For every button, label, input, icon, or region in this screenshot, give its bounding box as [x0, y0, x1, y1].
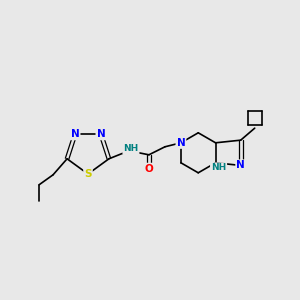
Text: N: N	[97, 129, 105, 139]
Text: NH: NH	[211, 163, 226, 172]
Text: N: N	[71, 129, 80, 139]
Text: S: S	[84, 169, 92, 179]
Text: O: O	[145, 164, 153, 174]
Text: N: N	[176, 138, 185, 148]
Text: NH: NH	[123, 144, 139, 153]
Text: N: N	[236, 160, 245, 170]
